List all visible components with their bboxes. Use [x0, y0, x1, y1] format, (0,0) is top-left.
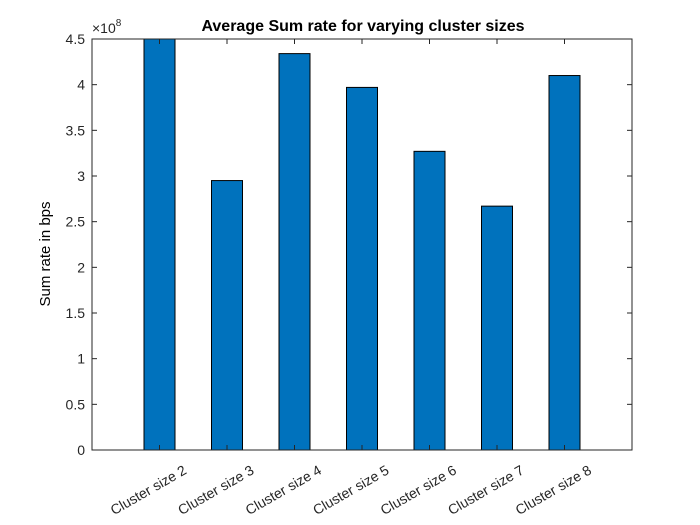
bar-cluster-size-3 — [211, 180, 243, 451]
y-axis-multiplier: ×108 — [92, 18, 122, 36]
y-tick-label: 4 — [77, 77, 85, 93]
y-tick-label: 1.5 — [66, 305, 86, 321]
y-tick-label: 2 — [77, 259, 85, 275]
chart-title: Average Sum rate for varying cluster siz… — [201, 18, 524, 35]
bars-layer — [143, 38, 581, 451]
bar-cluster-size-4 — [278, 53, 311, 451]
y-axis-multiplier-exponent: 8 — [116, 18, 122, 29]
y-tick-label: 4.5 — [66, 31, 86, 47]
bar-cluster-size-6 — [413, 150, 446, 451]
y-tick-label: 0 — [77, 442, 85, 458]
y-axis-label: Sum rate in bps — [37, 201, 54, 306]
bar-cluster-size-5 — [346, 86, 378, 451]
y-axis-multiplier-prefix: ×10 — [92, 20, 116, 36]
y-tick-label: 0.5 — [66, 396, 86, 412]
axes-frame — [91, 38, 633, 451]
y-tick-label: 3.5 — [66, 122, 86, 138]
y-tick-label: 3 — [77, 168, 85, 184]
bar-cluster-size-2 — [143, 38, 176, 451]
bar-cluster-size-7 — [481, 205, 513, 451]
y-tick-label: 1 — [77, 351, 85, 367]
bar-cluster-size-8 — [548, 75, 581, 451]
y-tick-label: 2.5 — [66, 214, 86, 230]
